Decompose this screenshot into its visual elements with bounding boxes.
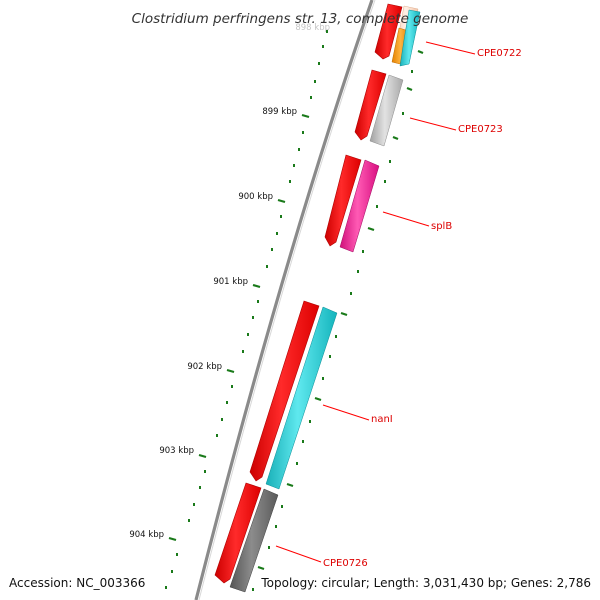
gene-CPE0722 bbox=[399, 9, 421, 67]
gene-arrow-red-2 bbox=[354, 69, 387, 141]
gene-splB bbox=[339, 159, 380, 253]
scale-label-faded: 898 kbp bbox=[295, 23, 330, 33]
scale-label-900: 900 kbp bbox=[238, 192, 273, 202]
gene-arrow-red-4 bbox=[249, 300, 320, 482]
gene-label-CPE0722: CPE0722 bbox=[477, 48, 522, 59]
gene-nanI bbox=[265, 306, 338, 490]
gene-CPE0723 bbox=[369, 74, 404, 147]
gene-arrow-red-1 bbox=[374, 3, 403, 60]
gene-label-splB: splB bbox=[431, 221, 452, 232]
gene-track-dots bbox=[252, 70, 413, 591]
genome-summary-text: Topology: circular; Length: 3,031,430 bp… bbox=[260, 576, 591, 590]
scale-minor-ticks bbox=[165, 30, 328, 589]
gene-track-ticks bbox=[257, 49, 424, 571]
scale-major-ticks bbox=[168, 113, 310, 542]
scale-label-902: 902 kbp bbox=[187, 362, 222, 372]
gene-label-nanI: nanI bbox=[371, 414, 393, 425]
label-leaders bbox=[275, 41, 476, 563]
reverse-genes bbox=[229, 5, 421, 593]
gene-arrow-red-5 bbox=[214, 482, 262, 584]
accession-text: Accession: NC_003366 bbox=[9, 576, 145, 590]
scale-label-899: 899 kbp bbox=[262, 107, 297, 117]
gene-CPE0726 bbox=[229, 488, 279, 593]
scale-label-903: 903 kbp bbox=[159, 446, 194, 456]
genome-backbone bbox=[194, 0, 374, 600]
gene-label-CPE0723: CPE0723 bbox=[458, 124, 503, 135]
scale-label-904: 904 kbp bbox=[129, 530, 164, 540]
gene-arrow-red-3 bbox=[324, 154, 362, 247]
scale-label-901: 901 kbp bbox=[213, 277, 248, 287]
map-title: Clostridium perfringens str. 13, complet… bbox=[132, 11, 469, 27]
gene-label-CPE0726: CPE0726 bbox=[323, 558, 368, 569]
forward-genes bbox=[214, 3, 403, 584]
genome-backbone-highlight bbox=[198, 0, 376, 600]
